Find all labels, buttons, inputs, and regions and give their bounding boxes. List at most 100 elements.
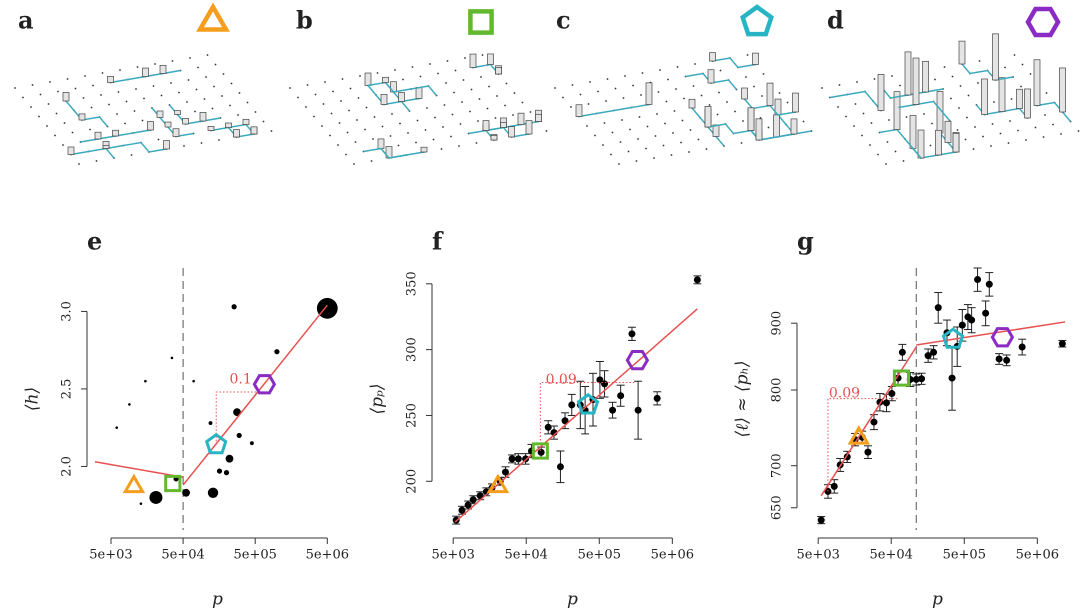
grid-node: [348, 109, 350, 112]
grid-node: [108, 103, 110, 106]
pipe: [578, 103, 650, 118]
shape-marker: [252, 374, 277, 395]
grid-node: [708, 104, 711, 106]
grid-node: [365, 106, 368, 109]
data-point: [508, 455, 516, 463]
building: [142, 67, 149, 77]
pipe: [485, 126, 530, 138]
grid-node: [117, 91, 120, 93]
building: [107, 75, 114, 83]
grid-node: [759, 117, 762, 119]
grid-node: [459, 123, 462, 125]
building: [904, 51, 912, 96]
grid-node: [951, 75, 954, 78]
pipe: [210, 123, 255, 135]
grid-node: [1077, 130, 1080, 132]
data-point: [561, 417, 569, 425]
x-tick-label: 5e+05: [943, 548, 986, 563]
grid-node: [977, 82, 979, 84]
grid-node: [934, 78, 936, 81]
grid-node: [119, 69, 121, 71]
grid-node: [504, 104, 506, 107]
x-tick-label: 5e+03: [89, 548, 132, 563]
building: [94, 131, 102, 140]
x-tick-label: 5e+06: [1016, 548, 1059, 563]
grid-node: [397, 144, 400, 147]
grid-node: [205, 76, 207, 78]
grid-node: [1042, 136, 1045, 138]
x-tick-label: 5e+05: [578, 548, 621, 563]
grid-node: [305, 106, 307, 108]
grid-node: [187, 79, 190, 81]
data-point: [115, 426, 119, 429]
grid-node: [667, 78, 669, 81]
grid-node: [589, 81, 591, 83]
grid-node: [92, 84, 94, 87]
grid-node: [656, 113, 658, 115]
grid-node: [606, 78, 609, 80]
grid-node: [183, 145, 185, 147]
grid-node: [862, 112, 865, 115]
x-axis-label: p: [932, 590, 943, 610]
pipe: [707, 123, 760, 141]
building: [917, 129, 925, 159]
grid-node: [364, 128, 366, 131]
grid-node: [124, 122, 126, 125]
data-point: [236, 432, 242, 439]
data-point: [974, 276, 982, 284]
grid-node: [562, 96, 564, 99]
grid-node: [143, 97, 145, 100]
grid-node: [602, 144, 604, 146]
grid-node: [186, 101, 188, 103]
grid-node: [170, 82, 172, 84]
data-point: [888, 390, 896, 398]
pipe: [70, 147, 115, 159]
grid-node: [133, 110, 136, 112]
data-point: [182, 488, 190, 497]
data-point: [864, 448, 872, 456]
grid-node: [632, 84, 634, 87]
building: [508, 126, 515, 138]
grid-node: [697, 138, 700, 141]
building: [575, 104, 583, 117]
grid-node: [778, 92, 781, 94]
grid-node: [746, 54, 749, 56]
building: [398, 92, 405, 102]
grid-node: [1025, 139, 1027, 141]
grid-node: [610, 153, 612, 156]
panel-label: c: [556, 6, 571, 35]
grid-node: [594, 134, 596, 137]
building: [380, 94, 388, 105]
grid-node: [978, 60, 981, 62]
grid-node: [753, 85, 755, 88]
building: [792, 92, 799, 113]
building: [952, 133, 960, 153]
grid-node: [579, 93, 582, 96]
building: [156, 110, 164, 118]
building: [112, 129, 119, 137]
grid-node: [262, 120, 265, 123]
data-point: [233, 408, 241, 417]
grid-node: [923, 113, 925, 115]
grid-node: [74, 87, 77, 90]
x-tick-label: 5e+04: [161, 548, 204, 563]
grid-node: [486, 107, 489, 110]
grid-node: [505, 82, 508, 85]
grid-node: [1013, 54, 1016, 56]
data-point: [985, 280, 993, 288]
building: [1033, 59, 1041, 106]
grid-node: [238, 92, 241, 94]
grid-node: [356, 119, 358, 121]
grid-node: [402, 78, 404, 81]
pipe: [961, 63, 1014, 81]
data-point: [912, 375, 920, 383]
grid-node: [885, 163, 887, 165]
grid-node: [54, 134, 56, 137]
data-point: [207, 487, 219, 498]
data-point: [144, 379, 147, 383]
grid-node: [84, 75, 86, 77]
panel-label: b: [296, 6, 313, 35]
grid-node: [638, 116, 641, 118]
building: [909, 115, 917, 149]
building: [420, 146, 428, 153]
